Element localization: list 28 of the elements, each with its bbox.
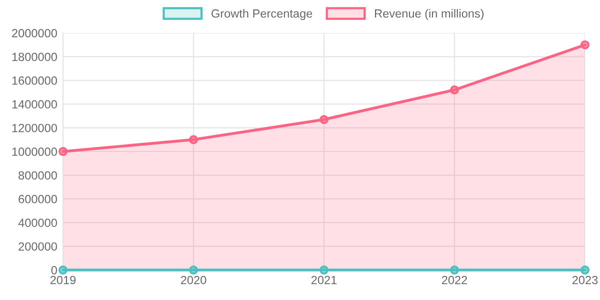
point: [319, 114, 329, 124]
point: [58, 146, 68, 156]
y-tick-label: 2000000: [12, 29, 57, 38]
x-tick-label: 2022: [442, 276, 468, 284]
legend-label: Growth Percentage: [212, 9, 312, 20]
x-tick-label: 2023: [572, 276, 598, 284]
y-tick-label: 1200000: [12, 124, 57, 132]
legend-label: Revenue (in millions): [375, 9, 484, 20]
y-tick-label: 400000: [18, 218, 57, 227]
point: [188, 135, 198, 144]
y-tick-label: 1800000: [12, 52, 57, 62]
point: [319, 265, 329, 275]
y-tick-label: 600000: [18, 194, 57, 204]
point: [58, 265, 68, 275]
y-tick-label: 200000: [18, 242, 57, 251]
y-tick-label: 800000: [18, 171, 57, 180]
point: [580, 265, 590, 275]
y-tick-label: 1000000: [12, 148, 57, 156]
x-tick-label: 2019: [50, 276, 76, 284]
point: [450, 265, 460, 275]
y-tick-label: 1600000: [12, 76, 57, 85]
y-tick-label: 0: [51, 266, 57, 274]
point: [450, 85, 460, 94]
x-tick-label: 2021: [311, 276, 337, 284]
x-tick-label: 2020: [180, 276, 206, 284]
point: [188, 265, 198, 275]
y-tick-label: 1400000: [12, 100, 57, 108]
point: [580, 40, 590, 50]
